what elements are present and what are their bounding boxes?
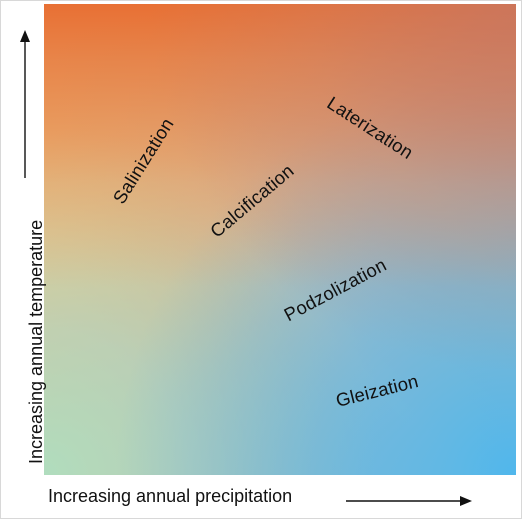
climate-gradient-area: Salinization Laterization Calcification …: [44, 4, 516, 475]
gradient-top-right-layer: [44, 4, 516, 475]
y-axis-label: Increasing annual temperature: [26, 219, 46, 464]
y-axis-arrow-icon: [20, 30, 30, 178]
x-axis-label: Increasing annual precipitation: [48, 486, 293, 506]
x-axis-arrow-icon: [346, 496, 472, 506]
